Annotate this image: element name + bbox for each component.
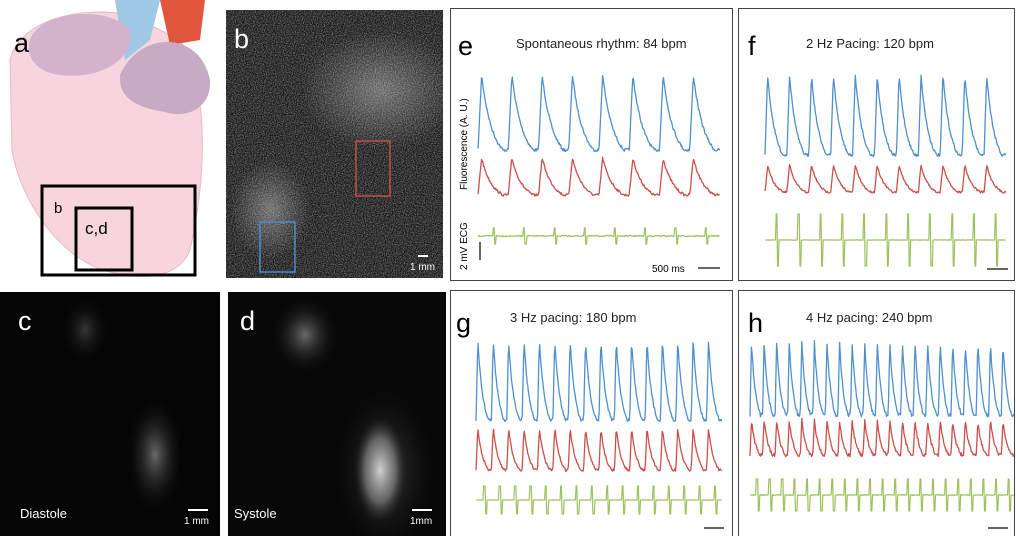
figure: a b c,d 1 mm b c Diastole 1 mm d Systole… <box>0 0 1016 536</box>
panel-label: g <box>456 308 471 338</box>
image-glow <box>300 30 460 150</box>
panel-d: d Systole 1mm <box>228 292 446 536</box>
panel-a: a b c,d <box>10 0 210 276</box>
trace <box>765 75 1006 156</box>
ecg-trace <box>476 486 722 514</box>
image-glow <box>352 412 408 528</box>
panel-label: b <box>234 24 249 54</box>
trace <box>765 165 1006 193</box>
ecg-trace <box>478 228 720 244</box>
image-glow <box>270 295 340 375</box>
trace <box>476 429 722 471</box>
panel-label: f <box>748 31 756 61</box>
state-label: Systole <box>234 506 277 521</box>
time-scale-label: 500 ms <box>652 264 685 275</box>
panel-label: d <box>240 306 255 336</box>
panel-frame <box>451 291 733 536</box>
image-glow <box>125 395 185 515</box>
ecg-trace <box>750 479 1014 511</box>
panel-label: e <box>458 31 473 61</box>
panel-label: h <box>748 308 763 338</box>
panel-label: c <box>18 306 32 336</box>
trace <box>476 343 722 422</box>
trace <box>478 157 720 196</box>
panel-title: 3 Hz pacing: 180 bpm <box>510 310 636 325</box>
trace <box>750 341 1014 417</box>
panel-title: 4 Hz pacing: 240 bpm <box>806 310 932 325</box>
trace <box>750 419 1014 457</box>
scale-label: 1mm <box>410 516 432 527</box>
panel-title: Spontaneous rhythm: 84 bpm <box>516 36 687 51</box>
panel-title: 2 Hz Pacing: 120 bpm <box>806 36 934 51</box>
ecg-trace <box>765 214 1006 266</box>
page: a b c,d 1 mm b c Diastole 1 mm d Systole… <box>0 0 1016 536</box>
region-label: b <box>54 200 62 217</box>
region-label: c,d <box>85 219 108 238</box>
image-glow <box>230 160 310 260</box>
y-axis-label: Fluorescence (A. U.) <box>459 98 470 190</box>
image-glow <box>60 295 110 365</box>
panel-c: c Diastole 1 mm <box>0 292 220 536</box>
scale-label: 1 mm <box>410 262 435 273</box>
trace <box>478 76 720 152</box>
panel-b: 1 mm b <box>226 10 460 278</box>
state-label: Diastole <box>20 506 67 521</box>
ecg-label: 2 mV ECG <box>459 222 470 270</box>
panel-label: a <box>14 28 30 58</box>
scale-label: 1 mm <box>184 516 209 527</box>
image <box>0 292 220 536</box>
